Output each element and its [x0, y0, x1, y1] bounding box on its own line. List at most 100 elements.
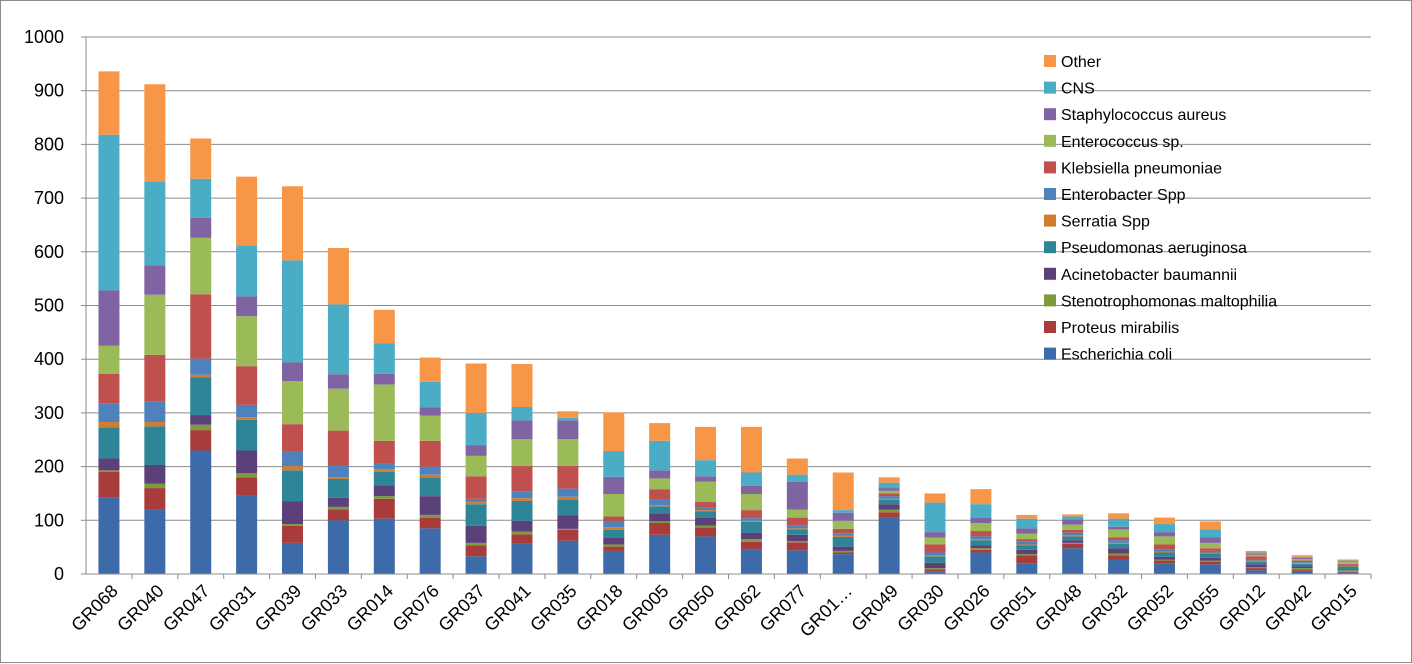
bar-segment [327, 374, 349, 389]
bar-segment [1245, 552, 1267, 554]
bar-segment [373, 518, 395, 574]
bar-segment [1062, 514, 1084, 517]
bar-stack [695, 426, 717, 574]
bar-segment [695, 507, 717, 511]
bar-segment [1291, 562, 1313, 564]
bar-segment [1199, 553, 1221, 558]
bar-segment [970, 539, 992, 541]
bar-segment [878, 493, 900, 497]
x-tick-label: GR050 [664, 581, 718, 635]
bar-segment [98, 373, 120, 404]
legend-label: Pseudomonas aeruginosa [1061, 240, 1247, 257]
bar-segment [878, 490, 900, 494]
bar-segment [1016, 549, 1038, 555]
bar-stack [832, 472, 854, 574]
bar-segment [970, 540, 992, 546]
bar-segment [373, 496, 395, 499]
bar-segment [832, 528, 854, 534]
bar-segment [695, 460, 717, 477]
bar-segment [327, 497, 349, 507]
bar-segment [282, 525, 304, 543]
bar-segment [419, 477, 441, 497]
bar-segment [98, 427, 120, 459]
bar-segment [1337, 559, 1359, 561]
bar-segment [1016, 563, 1038, 574]
x-tick-label: GR049 [847, 581, 901, 635]
bar-segment [1108, 542, 1130, 544]
bar-segment [1108, 526, 1130, 530]
bar-segment [1108, 543, 1130, 549]
bar-segment [832, 510, 854, 513]
x-tick-label: GR062 [710, 581, 764, 635]
bar-segment [1153, 552, 1175, 557]
x-tick-label: GR033 [297, 581, 351, 635]
bar-segment [465, 445, 487, 456]
bar-segment [465, 545, 487, 557]
x-tick-label: GR040 [113, 581, 167, 635]
bar-segment [1291, 569, 1313, 571]
bar-segment [465, 525, 487, 543]
bar-stack [98, 71, 120, 574]
legend-item: Other [1044, 54, 1102, 71]
bar-segment [190, 430, 212, 451]
bar-segment [511, 531, 533, 535]
bar-segment [557, 420, 579, 440]
bar-segment [373, 485, 395, 497]
bar-segment [924, 552, 946, 556]
bar-segment [1291, 560, 1313, 563]
legend-swatch [1044, 134, 1056, 147]
bar-segment [1062, 540, 1084, 543]
bar-segment [190, 178, 212, 218]
bar-segment [1337, 562, 1359, 564]
bar-segment [465, 542, 487, 546]
bar-segment [786, 525, 808, 529]
bar-segment [649, 506, 671, 514]
bar-segment [832, 550, 854, 553]
bar-segment [511, 498, 533, 501]
legend-swatch [1044, 294, 1056, 307]
legend-label: Acinetobacter baumannii [1061, 267, 1237, 284]
bar-segment [98, 403, 120, 423]
bar-segment [419, 474, 441, 478]
bar-segment [557, 439, 579, 467]
bar-segment [740, 520, 762, 522]
bar-segment [924, 493, 946, 503]
bar-segment [740, 532, 762, 540]
bar-segment [603, 529, 625, 539]
bar-segment [1337, 560, 1359, 562]
bar-segment [557, 466, 579, 489]
bar-segment [511, 364, 533, 407]
bar-segment [373, 373, 395, 385]
bar-segment [603, 544, 625, 547]
bar-segment [190, 237, 212, 295]
x-tick-label: GR032 [1077, 581, 1131, 635]
bar-segment [144, 422, 166, 427]
bar-segment [878, 488, 900, 491]
bar-segment [1016, 539, 1038, 542]
bar-segment [695, 426, 717, 461]
x-tick-label: GR018 [572, 581, 626, 635]
bar-segment [282, 186, 304, 261]
bar-segment [1245, 568, 1267, 571]
bar-segment [649, 440, 671, 471]
bar-segment [1108, 513, 1130, 519]
bar-segment [144, 265, 166, 295]
bar-segment [786, 528, 808, 530]
bar-segment [144, 181, 166, 266]
bar-segment [1245, 567, 1267, 569]
bar-segment [603, 521, 625, 528]
bar-stack [1108, 513, 1130, 574]
bar-segment [1108, 553, 1130, 556]
bar-segment [1153, 532, 1175, 537]
bar-segment [878, 509, 900, 513]
bar-segment [557, 411, 579, 418]
bar-segment [327, 506, 349, 510]
x-tick-label: GR042 [1261, 581, 1315, 635]
bar-segment [786, 542, 808, 551]
bar-segment [970, 489, 992, 505]
bar-segment [603, 476, 625, 494]
x-tick-label: GR055 [1169, 581, 1223, 635]
legend-item: Staphylococcus aureus [1044, 107, 1226, 124]
bar-stack [649, 423, 671, 574]
bar-segment [511, 520, 533, 532]
